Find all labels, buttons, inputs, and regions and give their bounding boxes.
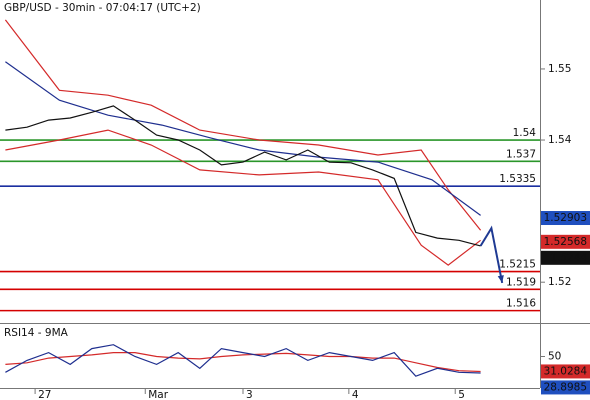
y-tick-label: 1.54 <box>548 134 572 146</box>
price-line <box>479 225 504 284</box>
level-label: 1.519 <box>506 276 536 288</box>
price-box <box>541 250 590 265</box>
price-box <box>541 234 590 249</box>
price-box <box>541 380 590 395</box>
x-tick-label: Mar <box>148 389 168 400</box>
price-line <box>4 19 482 231</box>
level-label: 1.516 <box>506 298 536 310</box>
level-label: 1.54 <box>513 127 537 139</box>
price-line <box>5 105 481 247</box>
price-line <box>5 344 481 377</box>
x-tick-label: 3 <box>246 389 253 400</box>
price-box-label: 28.8985 <box>544 381 587 393</box>
price-box <box>541 211 590 226</box>
rsi-title: RSI14 - 9MA <box>4 327 69 339</box>
y-tick-label: 1.52 <box>548 276 571 288</box>
level-label: 1.5335 <box>499 173 536 185</box>
arrowhead <box>497 275 504 283</box>
price-line <box>5 129 481 266</box>
price-line <box>5 61 481 216</box>
price-box-label: 1.5244 <box>550 252 587 264</box>
x-tick-label: 27 <box>38 389 51 400</box>
x-tick-label: 4 <box>352 389 359 400</box>
price-box-label: 1.52903 <box>544 212 587 224</box>
chart-title: GBP/USD - 30min - 07:04:17 (UTC+2) <box>4 2 201 14</box>
y-tick-label: 50 <box>548 351 561 363</box>
y-tick-label: 1.55 <box>548 63 571 75</box>
price-box <box>541 364 590 379</box>
level-label: 1.5215 <box>499 259 536 271</box>
price-box-label: 31.0284 <box>544 365 588 377</box>
price-box-label: 1.52568 <box>544 236 587 248</box>
level-label: 1.537 <box>506 148 536 160</box>
x-tick-label: 5 <box>458 389 465 400</box>
